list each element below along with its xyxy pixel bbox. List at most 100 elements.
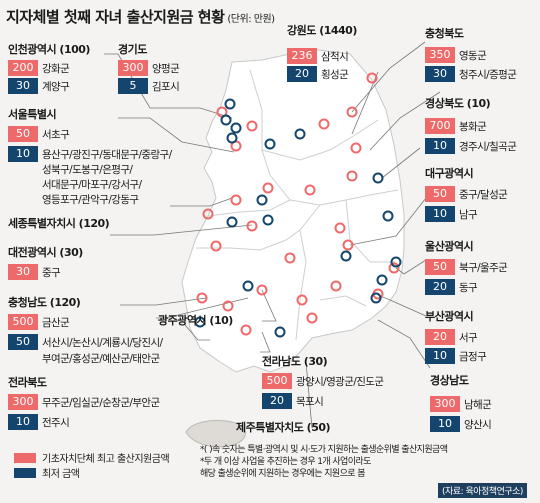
region-gyeongbuk-low: 10 경주시/칠곡군 [425, 138, 517, 154]
low-value: 20 [287, 66, 317, 82]
high-value: 50 [8, 126, 38, 142]
high-value: 500 [8, 314, 38, 330]
leader-lines [104, 41, 441, 429]
high-value: 50 [425, 186, 455, 202]
low-names: 경주시/칠곡군 [459, 140, 517, 153]
low-names: 서산시/논산시/계룡시/당진시/ [42, 336, 163, 349]
seoul-low-cont-3: 영등포구/관악구/강동구 [42, 194, 139, 206]
low-names: 청주시/증평군 [459, 68, 517, 81]
region-chungnam-high: 500 금산군 [8, 314, 70, 330]
low-names: 동구 [459, 281, 478, 294]
region-gangwon-low: 20 횡성군 [287, 66, 349, 82]
region-daegu-high: 50 중구/달성군 [425, 186, 508, 202]
region-busan-title: 부산광역시 [425, 310, 474, 323]
high-value: 50 [425, 259, 455, 275]
region-daejeon-title: 대전광역시 (30) [8, 246, 83, 259]
region-gyeongnam-low: 10 양산시 [430, 416, 492, 432]
region-incheon-low: 30 계양구 [8, 78, 70, 94]
high-names: 서초구 [42, 128, 70, 141]
region-gwangju-title: 광주광역시 (10) [158, 314, 233, 327]
region-ulsan-title: 울산광역시 [425, 240, 474, 253]
high-value: 300 [118, 60, 148, 76]
region-seoul-title: 서울특별시 [8, 108, 57, 121]
legend-low: 최저 금액 [14, 465, 169, 480]
region-gyeonggi-title: 경기도 [118, 43, 147, 56]
region-jeonnam-high: 500 광양시/영광군/진도군 [262, 373, 384, 389]
low-value: 5 [118, 78, 148, 94]
high-value: 20 [425, 329, 455, 345]
region-sejong-title: 세종특별자치시 (120) [8, 217, 110, 230]
unit-label: (단위: 만원) [227, 14, 275, 25]
high-value: 300 [430, 396, 460, 412]
region-gyeonggi-low: 5 김포시 [118, 78, 180, 94]
legend-low-label: 최저 금액 [42, 469, 80, 480]
region-jeonbuk-title: 전라북도 [8, 376, 47, 389]
mainland-shape [181, 49, 405, 373]
low-value: 10 [430, 416, 460, 432]
low-value: 50 [8, 334, 38, 350]
region-daegu-title: 대구광역시 [425, 167, 474, 180]
region-incheon-title: 인천광역시 (100) [8, 43, 90, 56]
region-chungbuk-title: 충청북도 [425, 27, 464, 40]
chungnam-low-cont-1: 부여군/홍성군/예산군/태안군 [42, 353, 160, 365]
low-names: 남구 [459, 208, 478, 221]
region-busan-low: 10 금정구 [425, 348, 487, 364]
high-markers [196, 72, 400, 336]
seoul-low-cont-2: 서대문구/마포구/강서구/ [42, 179, 142, 191]
high-names: 무주군/임실군/순창군/부안군 [42, 396, 160, 409]
region-busan-high: 20 서구 [425, 329, 478, 345]
high-names: 서구 [459, 331, 478, 344]
region-incheon-high: 200 강화군 [8, 60, 70, 76]
high-names: 광양시/영광군/진도군 [296, 375, 384, 388]
low-value: 10 [425, 138, 455, 154]
region-seoul-high: 50 서초구 [8, 126, 70, 142]
region-jeonnam-low: 20 목포시 [262, 393, 324, 409]
low-value: 10 [8, 414, 38, 430]
high-names: 북구/울주군 [459, 261, 508, 274]
footnotes: *( )속 숫자는 특별·광역시 및 시·도가 지원하는 출생순위별 출산지원금… [200, 444, 448, 480]
high-value: 500 [262, 373, 292, 389]
high-names: 양평군 [152, 62, 180, 75]
region-gangwon-title: 강원도 (1440) [287, 24, 357, 37]
region-gyeongbuk-high: 700 봉화군 [425, 118, 487, 134]
low-names: 용산구/광진구/동대문구/중랑구/ [42, 148, 172, 161]
low-names: 목포시 [296, 395, 324, 408]
region-jeonbuk-low: 10 전주시 [8, 414, 70, 430]
low-value: 10 [425, 206, 455, 222]
legend-low-swatch [14, 467, 36, 478]
high-value: 236 [287, 48, 317, 64]
low-value: 10 [425, 348, 455, 364]
high-names: 중구/달성군 [459, 188, 508, 201]
legend-high: 기초자치단체 최고 출산지원금액 [14, 450, 170, 465]
region-jeonnam-title: 전라남도 (30) [262, 355, 328, 368]
low-value: 20 [262, 393, 292, 409]
legend-high-swatch [14, 452, 36, 463]
low-markers [194, 98, 402, 338]
page-title: 지자체별 첫째 자녀 출산지원금 현황 (단위: 만원) [6, 8, 275, 26]
region-jeonbuk-high: 300 무주군/임실군/순창군/부안군 [8, 394, 160, 410]
legend-high-label: 기초자치단체 최고 출산지원금액 [42, 454, 170, 465]
high-names: 영동군 [459, 49, 487, 62]
high-names: 봉화군 [459, 120, 487, 133]
low-value: 30 [425, 66, 455, 82]
legend: 기초자치단체 최고 출산지원금액 최저 금액 [14, 450, 170, 480]
low-value: 30 [8, 78, 38, 94]
low-names: 김포시 [152, 80, 180, 93]
low-names: 횡성군 [321, 68, 349, 81]
high-value: 350 [425, 47, 455, 63]
region-daejeon-high: 30 중구 [8, 264, 61, 280]
region-chungnam-low: 50 서산시/논산시/계룡시/당진시/ [8, 334, 163, 350]
low-names: 양산시 [464, 418, 492, 431]
region-ulsan-high: 50 북구/울주군 [425, 259, 508, 275]
region-gyeongnam-high: 300 남해군 [430, 396, 492, 412]
seoul-low-cont-1: 성북구/도봉구/은평구/ [42, 164, 133, 176]
region-gyeongnam-title: 경상남도 [430, 374, 469, 387]
region-gangwon-high: 236 삼척시 [287, 48, 349, 64]
high-names: 중구 [42, 266, 61, 279]
low-value: 20 [425, 279, 455, 295]
region-chungnam-title: 충청남도 (120) [8, 296, 81, 309]
jeju-island [185, 419, 246, 448]
low-value: 10 [8, 146, 38, 162]
region-daegu-low: 10 남구 [425, 206, 478, 222]
